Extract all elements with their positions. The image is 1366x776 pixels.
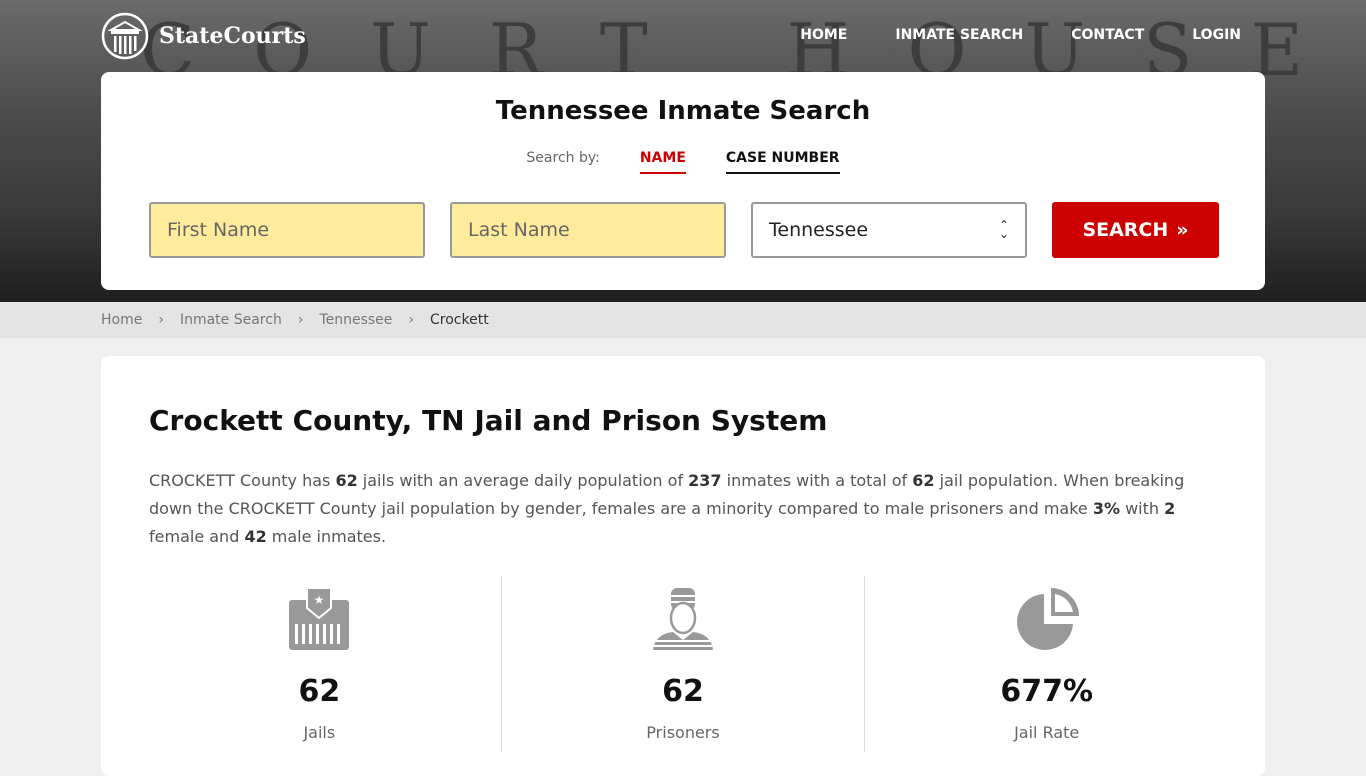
search-card: Tennessee Inmate Search Search by: NAME … xyxy=(101,72,1265,290)
stat-jails: ★ 62 Jails xyxy=(138,576,501,752)
breadcrumb-tennessee[interactable]: Tennessee xyxy=(319,312,393,328)
stat-value: 62 xyxy=(662,674,704,709)
breadcrumb-current: Crockett xyxy=(430,312,489,328)
svg-text:★: ★ xyxy=(314,593,325,607)
page-title: Crockett County, TN Jail and Prison Syst… xyxy=(149,404,828,437)
search-button[interactable]: SEARCH » xyxy=(1052,202,1219,258)
state-value: Tennessee xyxy=(769,219,869,241)
double-chevron-right-icon: » xyxy=(1176,219,1189,241)
select-arrows-icon: ⌃ ⌄ xyxy=(998,218,1009,241)
chevron-right-icon: › xyxy=(297,312,304,328)
content-card: Crockett County, TN Jail and Prison Syst… xyxy=(101,356,1265,776)
search-by-label: Search by: xyxy=(526,150,600,166)
first-name-input[interactable]: First Name xyxy=(149,202,425,258)
stat-value: 677% xyxy=(1000,674,1094,709)
stat-label: Prisoners xyxy=(646,723,720,742)
main-nav: HOME INMATE SEARCH CONTACT LOGIN xyxy=(800,27,1241,43)
search-button-label: SEARCH xyxy=(1082,219,1169,241)
stat-jail-rate: 677% Jail Rate xyxy=(864,576,1228,752)
logo[interactable]: StateCourts xyxy=(101,12,306,60)
pie-chart-icon xyxy=(1016,588,1079,650)
jail-icon: ★ xyxy=(289,587,350,650)
nav-inmate-search[interactable]: INMATE SEARCH xyxy=(895,27,1024,43)
breadcrumb-home[interactable]: Home xyxy=(101,312,143,328)
courthouse-logo-icon xyxy=(101,12,149,60)
search-title: Tennessee Inmate Search xyxy=(495,96,871,126)
stats-row: ★ 62 Jails 62 Prisoners 677% Jail Rate xyxy=(101,576,1265,752)
tab-case-number[interactable]: CASE NUMBER xyxy=(725,150,840,174)
summary-text: CROCKETT County has 62 jails with an ave… xyxy=(149,471,1185,546)
breadcrumb: Home › Inmate Search › Tennessee › Crockett xyxy=(0,302,1366,338)
hero-banner: COURT HOUSE StateCourts HOME INMATE SEAR… xyxy=(0,0,1366,302)
brand-name: StateCourts xyxy=(159,23,306,49)
stat-label: Jail Rate xyxy=(1014,723,1080,742)
nav-contact[interactable]: CONTACT xyxy=(1071,27,1145,43)
chevron-right-icon: › xyxy=(408,312,415,328)
state-select[interactable]: Tennessee ⌃ ⌄ xyxy=(751,202,1027,258)
tab-name[interactable]: NAME xyxy=(639,150,686,174)
prisoner-icon xyxy=(653,588,713,650)
nav-login[interactable]: LOGIN xyxy=(1192,27,1241,43)
breadcrumb-inmate-search[interactable]: Inmate Search xyxy=(179,312,282,328)
chevron-right-icon: › xyxy=(158,312,164,328)
stat-label: Jails xyxy=(303,723,336,742)
stat-prisoners: 62 Prisoners xyxy=(500,576,865,752)
nav-home[interactable]: HOME xyxy=(800,27,848,43)
last-name-input[interactable]: Last Name xyxy=(450,202,726,258)
stat-value: 62 xyxy=(298,674,341,709)
